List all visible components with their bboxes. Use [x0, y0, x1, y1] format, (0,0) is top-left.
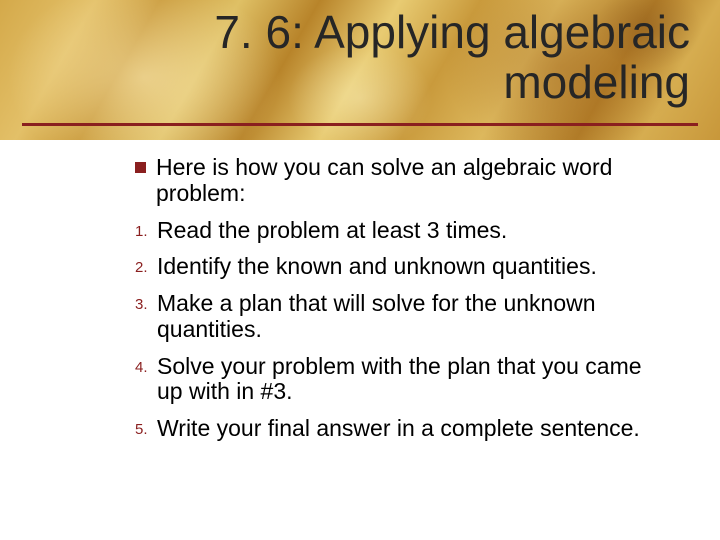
list-item: 2. Identify the known and unknown quanti…: [135, 254, 665, 280]
list-item: 3. Make a plan that will solve for the u…: [135, 291, 665, 343]
list-item: 4. Solve your problem with the plan that…: [135, 354, 665, 406]
intro-bullet: Here is how you can solve an algebraic w…: [135, 155, 665, 207]
step-number: 5.: [135, 422, 151, 439]
title-line-2: modeling: [503, 56, 690, 108]
step-text: Make a plan that will solve for the unkn…: [157, 291, 665, 343]
step-number: 2.: [135, 260, 151, 277]
step-number: 3.: [135, 297, 151, 314]
square-bullet-icon: [135, 162, 146, 173]
list-item: 1. Read the problem at least 3 times.: [135, 218, 665, 244]
list-item: 5. Write your final answer in a complete…: [135, 416, 665, 442]
title-underline: [22, 123, 698, 126]
step-number: 4.: [135, 360, 151, 377]
intro-text: Here is how you can solve an algebraic w…: [156, 155, 665, 207]
step-text: Solve your problem with the plan that yo…: [157, 354, 665, 406]
slide-title: 7. 6: Applying algebraic modeling: [214, 8, 690, 107]
step-text: Read the problem at least 3 times.: [157, 218, 665, 244]
title-header: 7. 6: Applying algebraic modeling: [0, 0, 720, 140]
step-text: Write your final answer in a complete se…: [157, 416, 665, 442]
step-number: 1.: [135, 224, 151, 241]
slide: 7. 6: Applying algebraic modeling Here i…: [0, 0, 720, 540]
content-area: Here is how you can solve an algebraic w…: [135, 155, 665, 453]
step-text: Identify the known and unknown quantitie…: [157, 254, 665, 280]
title-line-1: 7. 6: Applying algebraic: [214, 6, 690, 58]
